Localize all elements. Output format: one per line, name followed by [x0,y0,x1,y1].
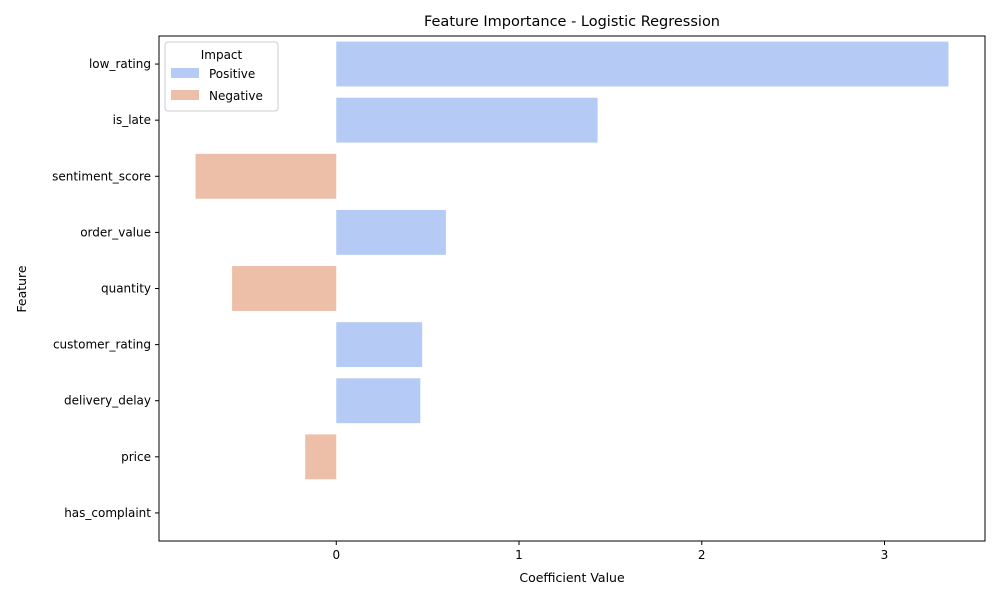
bar-is-late [336,97,598,143]
x-axis-label: Coefficient Value [519,570,625,585]
plot-frame [158,35,986,542]
y-tick-label: sentiment_score [52,169,151,183]
y-tick-label: order_value [80,225,151,239]
bar-price [305,434,337,480]
y-tick-label: has_complaint [64,506,151,520]
y-tick-label: quantity [101,282,151,296]
x-tick-label: 3 [881,548,889,562]
x-axis-ticks: 0 1 2 3 [332,541,888,562]
y-tick-label: price [121,450,151,464]
x-tick-label: 2 [698,548,706,562]
bar-delivery-delay [336,378,421,424]
bars [195,41,949,480]
bar-sentiment-score [195,153,337,199]
y-tick-label: customer_rating [53,338,151,352]
y-axis-label: Feature [14,265,29,313]
chart-title: Feature Importance - Logistic Regression [424,14,720,30]
y-axis-ticks: low_rating is_late sentiment_score order_va… [52,57,159,520]
legend-title: Impact [201,48,243,62]
legend: Impact Positive Negative [164,41,279,112]
x-tick-label: 1 [515,548,523,562]
bar-quantity [232,266,337,311]
y-tick-label: low_rating [89,57,151,71]
bar-order-value [336,209,446,255]
legend-swatch-positive [171,68,199,78]
bar-customer-rating [336,322,423,368]
y-tick-label: delivery_delay [64,394,151,408]
legend-swatch-negative [171,90,199,100]
x-tick-label: 0 [332,548,340,562]
bar-low-rating [336,41,949,87]
legend-label-positive: Positive [209,67,255,81]
y-tick-label: is_late [113,113,151,127]
legend-label-negative: Negative [209,89,263,103]
